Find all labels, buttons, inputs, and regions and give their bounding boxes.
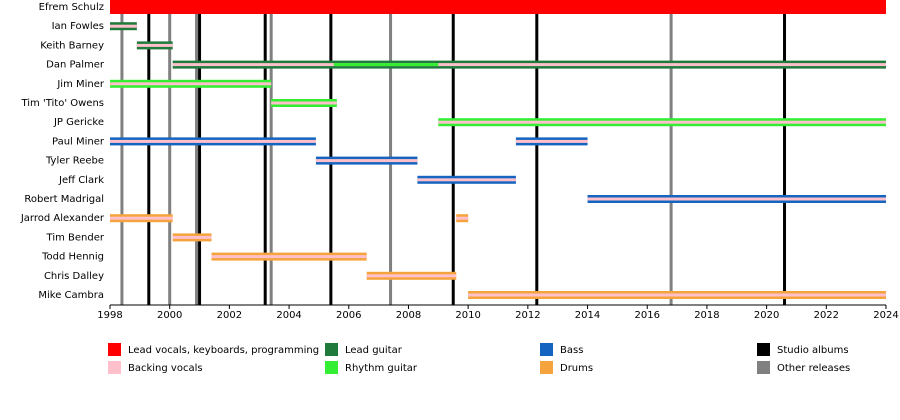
- x-tick-label: 2020: [754, 310, 779, 321]
- member-bar: [136, 43, 173, 47]
- legend-label: Lead guitar: [345, 345, 403, 356]
- x-tick-label: 1998: [97, 310, 122, 321]
- member-bar: [315, 159, 418, 163]
- member-bar: [172, 63, 886, 67]
- member-label: Jim Miner: [56, 79, 105, 90]
- legend-swatch: [540, 343, 553, 356]
- legend-label: Rhythm guitar: [345, 363, 418, 374]
- legend-label: Backing vocals: [128, 363, 203, 374]
- x-tick-label: 2016: [635, 310, 660, 321]
- member-label: Ian Fowles: [52, 21, 104, 32]
- member-label: Tyler Reebe: [45, 156, 104, 167]
- legend-swatch: [757, 343, 770, 356]
- member-bar: [211, 255, 367, 259]
- member-bar: [271, 101, 337, 105]
- x-tick-label: 2014: [575, 310, 600, 321]
- member-bar: [110, 139, 316, 143]
- member-bar: [172, 235, 212, 239]
- member-bar: [468, 293, 886, 297]
- member-label: Robert Madrigal: [24, 194, 104, 205]
- x-tick-label: 2008: [396, 310, 421, 321]
- member-bar: [515, 139, 588, 143]
- legend-swatch: [757, 361, 770, 374]
- legend-swatch: [108, 361, 121, 374]
- x-tick-label: 2004: [276, 310, 301, 321]
- member-bar: [333, 63, 439, 67]
- x-tick-label: 2000: [157, 310, 182, 321]
- member-bar: [438, 120, 886, 124]
- legend-label: Bass: [560, 345, 583, 356]
- member-label: Chris Dalley: [44, 271, 104, 282]
- member-bar: [456, 216, 469, 220]
- member-label: Jarrod Alexander: [20, 213, 105, 224]
- x-tick-label: 2002: [217, 310, 242, 321]
- legend-swatch: [540, 361, 553, 374]
- member-bar: [110, 216, 173, 220]
- legend-label: Drums: [560, 363, 593, 374]
- x-tick-label: 2010: [455, 310, 480, 321]
- member-label: Mike Cambra: [38, 290, 104, 301]
- member-label: Efrem Schulz: [39, 2, 104, 13]
- legend-swatch: [325, 361, 338, 374]
- member-bar: [110, 24, 137, 28]
- member-label: Tim Bender: [46, 232, 105, 243]
- legend-label: Studio albums: [777, 345, 849, 356]
- member-bar: [587, 197, 886, 201]
- member-label: Tim 'Tito' Owens: [20, 98, 104, 109]
- member-label: Dan Palmer: [46, 60, 105, 71]
- member-bar: [366, 274, 457, 278]
- member-label: JP Gericke: [53, 117, 104, 128]
- legend-label: Other releases: [777, 363, 850, 374]
- member-label: Todd Hennig: [41, 252, 104, 263]
- member-label: Keith Barney: [40, 40, 104, 51]
- x-tick-label: 2012: [515, 310, 540, 321]
- member-bar: [110, 82, 272, 86]
- legend-label: Lead vocals, keyboards, programming: [128, 345, 319, 356]
- member-bar: [110, 0, 886, 14]
- member-label: Paul Miner: [52, 136, 105, 147]
- member-label: Jeff Clark: [58, 175, 104, 186]
- legend-swatch: [325, 343, 338, 356]
- member-bar: [417, 178, 516, 182]
- x-tick-label: 2018: [694, 310, 719, 321]
- x-tick-label: 2024: [873, 310, 898, 321]
- x-tick-label: 2006: [336, 310, 361, 321]
- x-tick-label: 2022: [814, 310, 839, 321]
- legend-swatch: [108, 343, 121, 356]
